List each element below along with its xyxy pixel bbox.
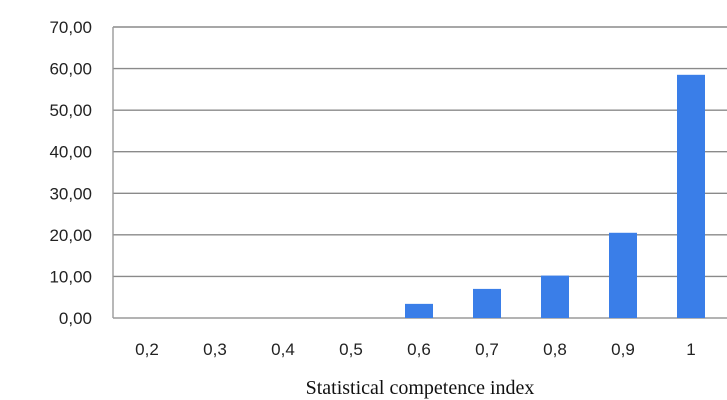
x-tick-labels: 0,2 0,3 0,4 0,5 0,6 0,7 0,8 0,9 1: [135, 340, 696, 359]
x-tick-label: 0,5: [339, 340, 363, 359]
gridlines: [112, 26, 727, 319]
x-axis-title: Statistical competence index: [306, 377, 535, 399]
bar-0-7: [473, 288, 501, 318]
bar-0-8: [541, 275, 569, 318]
bars: [405, 74, 705, 318]
x-tick-label: 0,7: [475, 340, 499, 359]
y-tick-labels: 0,00 10,00 20,00 30,00 40,00 50,00 60,00 70,00: [49, 18, 92, 328]
y-tick-label: 0,00: [59, 309, 92, 328]
x-tick-label: 0,3: [203, 340, 227, 359]
x-tick-label: 1: [686, 340, 695, 359]
y-tick-label: 60,00: [49, 60, 92, 79]
y-tick-label: 40,00: [49, 143, 92, 162]
y-tick-label: 10,00: [49, 267, 92, 286]
x-tick-label: 0,9: [611, 340, 635, 359]
x-tick-label: 0,4: [271, 340, 295, 359]
y-tick-label: 20,00: [49, 226, 92, 245]
y-tick-label: 50,00: [49, 101, 92, 120]
bar-1: [677, 74, 705, 318]
y-tick-label: 70,00: [49, 18, 92, 37]
bar-0-9: [609, 232, 637, 318]
x-tick-label: 0,8: [543, 340, 567, 359]
x-tick-label: 0,6: [407, 340, 431, 359]
bar-0-6: [405, 303, 433, 318]
x-tick-label: 0,2: [135, 340, 159, 359]
y-tick-label: 30,00: [49, 184, 92, 203]
